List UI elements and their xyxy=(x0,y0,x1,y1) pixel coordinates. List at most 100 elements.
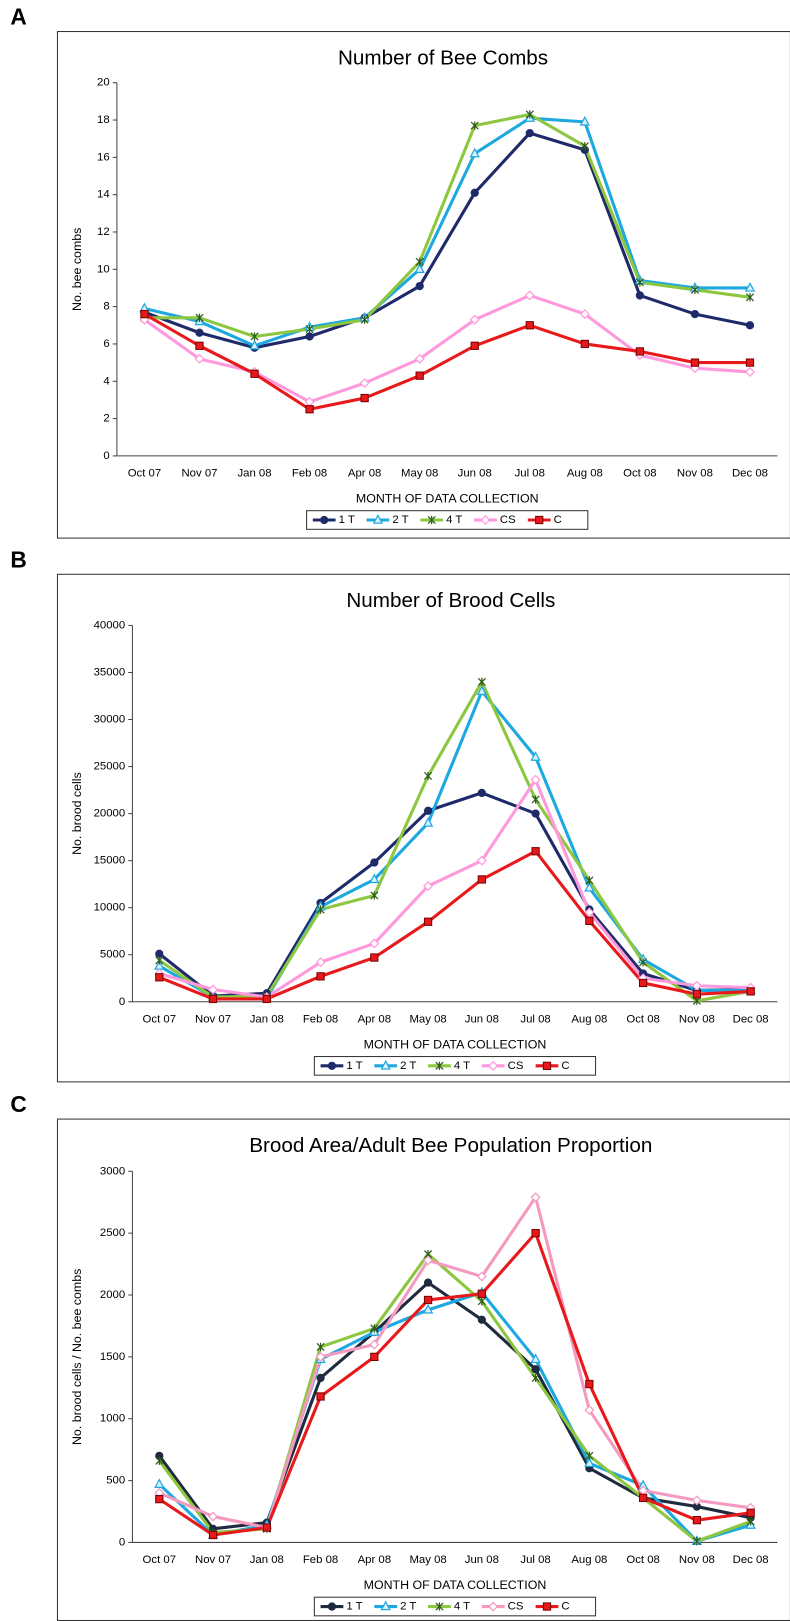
legend-label: 2 T xyxy=(400,1601,416,1613)
y-tick-label: 2000 xyxy=(100,1289,125,1301)
point-marker xyxy=(477,677,486,687)
x-tick-label: Aug 08 xyxy=(571,1554,607,1566)
point-marker xyxy=(370,1352,379,1361)
x-tick-label: Dec 08 xyxy=(733,1554,769,1566)
point-marker xyxy=(155,1494,164,1504)
point-marker xyxy=(262,994,271,1004)
point-marker xyxy=(635,291,645,300)
x-tick-label: Nov 07 xyxy=(195,1554,231,1566)
point-marker xyxy=(370,891,379,900)
x-tick-label: Oct 07 xyxy=(143,1013,176,1025)
point-marker xyxy=(692,1516,702,1525)
point-marker xyxy=(531,847,540,856)
legend-label: 2 T xyxy=(400,1060,416,1072)
point-marker xyxy=(584,881,595,892)
point-marker xyxy=(469,147,480,158)
x-tick-label: Nov 07 xyxy=(195,1013,231,1025)
y-tick-label: 8 xyxy=(103,301,109,313)
point-marker xyxy=(476,685,488,696)
y-tick-label: 500 xyxy=(106,1475,125,1487)
legend-label: CS xyxy=(508,1601,524,1613)
point-marker xyxy=(530,774,541,785)
point-marker xyxy=(423,917,433,926)
legend-label: C xyxy=(561,1601,569,1613)
x-tick-label: May 08 xyxy=(409,1554,446,1566)
y-tick-label: 6 xyxy=(103,338,109,350)
point-marker xyxy=(525,110,534,119)
legend-marker xyxy=(380,1600,391,1611)
point-marker xyxy=(423,1278,433,1287)
series-line xyxy=(143,312,750,411)
y-tick-label: 35000 xyxy=(94,666,126,678)
point-marker xyxy=(585,1379,594,1389)
point-marker xyxy=(155,1456,164,1465)
y-tick-label: 0 xyxy=(119,996,125,1008)
y-tick-label: 1500 xyxy=(100,1351,125,1363)
series-line xyxy=(158,1195,751,1530)
point-marker xyxy=(194,353,205,364)
legend-label: CS xyxy=(508,1060,524,1072)
point-marker xyxy=(531,809,540,818)
legend-label: 4 T xyxy=(454,1060,470,1072)
point-marker xyxy=(316,905,325,914)
point-marker xyxy=(250,369,259,378)
legend-marker xyxy=(488,1601,499,1612)
point-marker xyxy=(691,1495,702,1506)
point-marker xyxy=(415,371,424,380)
legend-marker xyxy=(488,1060,499,1071)
series-line xyxy=(158,778,751,999)
point-marker xyxy=(195,341,204,350)
y-tick-label: 4 xyxy=(103,375,109,387)
x-tick-label: Dec 08 xyxy=(733,1013,769,1025)
chart-title: Number of Brood Cells xyxy=(346,589,555,612)
point-marker xyxy=(525,128,534,138)
y-tick-label: 5000 xyxy=(100,949,125,961)
y-tick-label: 3000 xyxy=(100,1165,125,1177)
x-tick-label: Dec 08 xyxy=(732,467,768,479)
x-tick-label: Jul 08 xyxy=(520,1554,550,1566)
point-marker xyxy=(477,788,486,798)
legend-label: 1 T xyxy=(346,1060,362,1072)
point-marker xyxy=(690,309,700,319)
x-tick-label: Apr 08 xyxy=(358,1554,391,1566)
point-marker xyxy=(369,938,380,949)
point-marker xyxy=(155,956,164,965)
point-marker xyxy=(585,876,594,885)
point-marker xyxy=(635,347,645,356)
point-marker xyxy=(155,973,164,982)
point-marker xyxy=(208,994,218,1004)
point-marker xyxy=(744,281,756,292)
point-marker xyxy=(639,958,648,967)
point-marker xyxy=(315,957,326,968)
point-marker xyxy=(249,339,260,350)
point-marker xyxy=(154,1478,165,1489)
point-marker xyxy=(584,1405,595,1416)
x-axis-title: MONTH OF DATA COLLECTION xyxy=(364,1578,547,1592)
legend-marker xyxy=(535,515,544,525)
y-axis-title: No. bee combs xyxy=(70,228,84,311)
point-marker xyxy=(580,142,589,151)
x-tick-label: Jul 08 xyxy=(515,467,545,479)
point-marker xyxy=(422,817,434,827)
chart-title: Brood Area/Adult Bee Population Proporti… xyxy=(249,1134,652,1157)
point-marker xyxy=(414,353,425,364)
legend-label: 1 T xyxy=(339,514,355,526)
x-tick-label: May 08 xyxy=(401,467,438,479)
y-tick-label: 25000 xyxy=(94,761,126,773)
y-tick-label: 18 xyxy=(97,114,110,126)
point-marker xyxy=(477,875,486,884)
legend-marker xyxy=(435,1602,444,1611)
point-marker xyxy=(745,358,755,367)
point-marker xyxy=(638,1493,648,1503)
point-marker xyxy=(477,1289,486,1298)
point-marker xyxy=(530,1192,541,1203)
point-marker xyxy=(208,984,219,995)
point-marker xyxy=(414,263,425,274)
point-marker xyxy=(369,873,380,884)
legend-label: 4 T xyxy=(446,514,462,526)
point-marker xyxy=(360,315,369,324)
point-marker xyxy=(250,332,259,341)
series-line xyxy=(158,849,751,1001)
